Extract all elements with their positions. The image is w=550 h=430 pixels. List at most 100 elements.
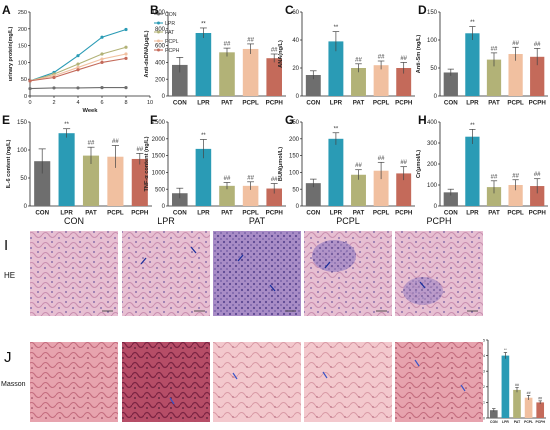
y-tick-label: 400 — [155, 61, 166, 67]
significance-mark: ## — [224, 176, 231, 182]
masson-image-pcph — [395, 342, 483, 422]
y-tick-label: 200 — [289, 137, 300, 143]
y-tick-label: 0 — [434, 204, 438, 210]
significance-mark: ## — [355, 57, 362, 63]
legend-marker — [157, 48, 160, 52]
y-tick-label: 0 — [434, 94, 438, 100]
data-point-pcpl — [76, 65, 80, 70]
bar-con — [172, 193, 188, 206]
significance-mark: ## — [247, 37, 254, 43]
x-tick-label: PAT — [353, 100, 365, 107]
masson-image-con — [30, 342, 118, 422]
bar-pat — [351, 68, 366, 96]
x-tick-label: 8 — [124, 100, 127, 106]
significance-mark: ## — [538, 396, 542, 400]
x-tick-label: PAT — [488, 100, 500, 107]
y-tick-label: 5 — [483, 338, 485, 342]
bar-pat — [351, 174, 366, 206]
data-point-pcph — [52, 75, 56, 80]
panel-letter: E — [2, 113, 10, 127]
panel-letter: H — [418, 113, 427, 127]
column-label-lpr: LPR — [157, 216, 175, 226]
x-tick-label: PCPH — [529, 210, 547, 217]
significance-mark: ## — [378, 156, 385, 162]
y-tick-label: 2500 — [152, 120, 166, 126]
y-tick-label: 300 — [427, 141, 438, 147]
y-tick-label: 250 — [18, 10, 27, 16]
panel-d: D 0 50 100 150 Anti-Sm (ng/L) CON ** LPR ## PAT ## P… — [416, 3, 548, 107]
panel-e: E 0 50 100 150 IL-6 content (ng/L) CON ** LPR ## P… — [2, 113, 152, 217]
y-tick-label: 250 — [289, 120, 300, 126]
legend-entry: LPR — [165, 21, 175, 27]
y-tick-label: 100 — [427, 38, 438, 44]
x-tick-label: PCPL — [242, 210, 259, 217]
bar-pcpl — [524, 397, 533, 418]
panel-letter: C — [285, 3, 294, 17]
bar-con — [443, 192, 458, 206]
significance-mark: ## — [400, 56, 407, 62]
y-axis-label: Anti-Sm (ng/L) — [416, 35, 422, 74]
significance-mark: ## — [136, 147, 143, 153]
bar-pcpl — [107, 156, 124, 206]
row-label-he: HE — [4, 271, 15, 280]
data-point-pcph — [28, 79, 32, 83]
bar-con — [172, 64, 188, 96]
panel-letter: D — [418, 3, 427, 17]
y-tick-label: 400 — [427, 120, 438, 126]
y-tick-label: 60 — [292, 10, 299, 16]
y-tick-label: 100 — [289, 171, 300, 177]
significance-mark: ## — [491, 174, 498, 180]
bar-pcpl — [508, 54, 523, 96]
x-tick-label: LPR — [197, 100, 210, 107]
he-image-pat — [213, 231, 301, 316]
y-tick-label: 100 — [17, 148, 28, 154]
panel-letter: G — [285, 113, 294, 127]
x-tick-label: 6 — [100, 100, 103, 106]
significance-mark: ## — [527, 391, 531, 395]
y-axis-label: Anti-dsDNA(μg/L) — [144, 30, 150, 77]
y-tick-label: 50 — [21, 77, 27, 83]
significance-mark: ## — [491, 46, 498, 52]
lesion-arrow — [190, 246, 197, 254]
lesion-arrow — [140, 257, 147, 265]
data-point-pat — [76, 62, 80, 66]
x-tick-label: CON — [173, 210, 187, 217]
panel-letter: I — [4, 237, 8, 254]
bar-con — [34, 161, 51, 206]
y-tick-label: 0 — [24, 204, 28, 210]
bar-pcph — [530, 56, 545, 96]
y-tick-label: 2 — [483, 385, 485, 389]
y-tick-label: 0 — [162, 94, 166, 100]
bar-pcph — [536, 402, 545, 418]
collagen-arrow — [414, 359, 420, 367]
legend-marker — [157, 39, 160, 43]
infiltrate-region — [312, 240, 356, 272]
x-tick-label: PCPH — [395, 210, 413, 217]
bar-pat — [82, 155, 100, 206]
y-tick-label: 0 — [162, 204, 166, 210]
panel-letter: J — [4, 349, 12, 366]
data-point-con — [124, 86, 128, 90]
y-tick-label: 20 — [292, 66, 299, 72]
y-tick-label: 200 — [427, 162, 438, 168]
bar-lpr — [328, 41, 344, 96]
bar-lpr — [195, 33, 212, 96]
x-tick-label: PCPL — [507, 210, 524, 217]
column-label-pcpl: PCPL — [336, 216, 360, 226]
lesion-arrow — [419, 281, 426, 289]
x-tick-label: 10 — [147, 100, 153, 106]
x-tick-label: LPR — [502, 420, 509, 424]
panel-letter: A — [2, 3, 11, 17]
bar-pcpl — [242, 185, 259, 206]
lesion-arrow — [324, 261, 331, 269]
x-tick-label: CON — [306, 100, 320, 107]
he-image-con — [30, 231, 118, 316]
significance-mark: ** — [201, 21, 206, 27]
y-tick-label: 4 — [483, 354, 485, 358]
bar-pat — [486, 187, 502, 206]
panel-h: H 0 100 200 300 400 Cr(μmol/L) CON ** LPR ## PAT ## P… — [416, 113, 548, 217]
masson-image-pat — [213, 342, 301, 422]
y-tick-label: 0 — [296, 94, 300, 100]
y-tick-label: 150 — [17, 120, 28, 126]
